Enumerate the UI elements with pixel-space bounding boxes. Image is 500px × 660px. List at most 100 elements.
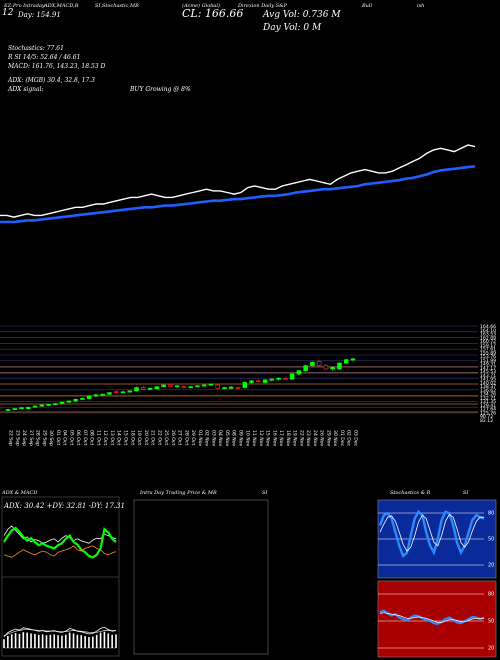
header-label-7: ish <box>417 3 425 9</box>
x-tick-label: 26 Oct <box>170 430 176 445</box>
candle-body <box>39 404 45 407</box>
x-tick-label: 18 Oct <box>129 430 135 445</box>
y-tick-label: 82.12 <box>480 418 493 424</box>
y-tick-label: 129.41 <box>480 403 496 409</box>
stoch-k-line <box>378 509 485 559</box>
avg-volume: Avg Vol: 0.736 M <box>263 10 341 20</box>
candle-body <box>316 361 322 366</box>
candle-body <box>330 366 335 370</box>
x-tick-label: 28 Sep <box>35 430 41 446</box>
rsi-tick-label: 80 <box>488 592 494 598</box>
close-price: CL: 166.66 <box>182 7 244 20</box>
header-label-2: ADX,MACD,R <box>44 3 79 9</box>
candle-body <box>228 386 234 389</box>
adx-line <box>3 525 117 544</box>
candle-body <box>215 384 220 389</box>
x-tick-label: 23 Nov <box>305 430 311 447</box>
x-tick-label: 25 Oct <box>163 430 169 445</box>
x-tick-label: 16 Nov <box>271 430 277 447</box>
y-tick-label: 160.72 <box>480 339 496 345</box>
x-tick-label: 23 Sep <box>14 430 20 446</box>
x-tick-label: 22 Sep <box>8 430 14 446</box>
x-tick-label: 04 Oct <box>62 430 68 445</box>
plus-dy-line <box>3 526 117 559</box>
y-tick-label: 162.09 <box>480 335 496 341</box>
day-range: Day: 154.91 <box>18 11 61 19</box>
candle-body <box>256 380 261 383</box>
x-tick-label: 12 Nov <box>258 430 264 447</box>
macd-signal-line <box>3 629 116 636</box>
candle-body <box>343 359 349 364</box>
x-tick-label: 22 Oct <box>156 430 162 445</box>
x-tick-label: 10 Nov <box>244 430 250 447</box>
x-tick-label: 29 Nov <box>325 430 331 447</box>
candle-body <box>73 399 78 402</box>
candle-body <box>80 398 85 400</box>
candle-body <box>303 365 308 372</box>
x-tick-label: 11 Nov <box>251 430 257 447</box>
x-tick-label: 12 Oct <box>102 430 108 445</box>
y-tick-label: 153.76 <box>480 354 496 360</box>
candle-body <box>235 387 241 389</box>
x-tick-label: 29 Sep <box>41 430 47 446</box>
x-tick-label: 30 Nov <box>332 430 338 447</box>
x-tick-label: 05 Nov <box>224 430 230 447</box>
y-tick-label: 138.37 <box>480 384 496 390</box>
y-tick-label: 145.53 <box>480 369 496 375</box>
adx-macd-title: ADX & MACD <box>2 490 38 496</box>
x-tick-label: 20 Oct <box>143 430 149 445</box>
x-tick-label: 09 Nov <box>238 430 244 447</box>
intraday-title: Intra Day Trading Price & MR <box>140 490 217 496</box>
candle-body <box>289 373 295 380</box>
x-tick-label: 02 Nov <box>204 430 210 447</box>
header-label-3: SI,Stochastic,MR <box>95 3 139 9</box>
candle-body <box>120 391 126 394</box>
x-tick-label: 05 Oct <box>68 430 74 445</box>
x-tick-label: 21 Oct <box>150 430 156 445</box>
y-tick-label: 127.64 <box>480 407 496 413</box>
candle-body <box>26 406 31 409</box>
candle-body <box>188 386 193 389</box>
header-label-4: (Acme) Global) <box>182 3 220 9</box>
y-tick-label: 90.72 <box>480 414 493 420</box>
candle-body <box>296 370 302 375</box>
y-tick-label: 151.99 <box>480 358 496 364</box>
y-tick-label: 132.71 <box>480 395 496 401</box>
y-tick-label: 155.89 <box>480 350 496 356</box>
intraday-panel <box>133 499 269 655</box>
candlestick-chart: 164.66164.10163.53162.09160.72159.17157.… <box>0 324 496 447</box>
candle-body <box>100 393 105 396</box>
y-tick-label: 140.02 <box>480 380 496 386</box>
x-tick-label: 24 Nov <box>312 430 318 447</box>
rsi-panel <box>377 580 497 658</box>
x-tick-label: 08 Nov <box>231 430 237 447</box>
x-tick-label: 01 Dec <box>339 430 345 447</box>
x-tick-label: 17 Nov <box>278 430 284 447</box>
candle-body <box>127 390 133 393</box>
candle-body <box>161 384 166 388</box>
candle-body <box>249 380 254 383</box>
x-tick-label: 15 Oct <box>123 430 129 445</box>
intraday-title-suffix: SI <box>262 490 268 496</box>
x-tick-label: 30 Sep <box>48 430 54 446</box>
adx-values-label: ADX: 30.42 +DY: 32.81 -DY: 17.31 <box>4 502 125 510</box>
y-tick-label: 157.61 <box>480 347 496 353</box>
percent-label: 12 <box>2 8 14 18</box>
candle-body <box>242 382 248 388</box>
y-tick-label: 131.35 <box>480 399 496 405</box>
rsi-tick-label: 50 <box>488 619 494 625</box>
stoch-tick-label: 20 <box>488 563 494 569</box>
candle-body <box>154 386 160 390</box>
y-tick-label: 164.66 <box>480 324 496 330</box>
stoch-rsi-title-suffix: SI <box>463 490 469 496</box>
candle-body <box>59 401 65 404</box>
y-tick-label: 134.26 <box>480 392 496 398</box>
rsi-line <box>379 609 485 626</box>
candle-body <box>5 409 11 411</box>
x-tick-label: 14 Oct <box>116 430 122 445</box>
candle-body <box>134 387 139 392</box>
stoch-rsi-title: Stochastics & R <box>390 490 431 496</box>
y-tick-label: 147.17 <box>480 365 496 371</box>
x-tick-label: 24 Sep <box>21 430 27 446</box>
x-tick-label: 27 Sep <box>28 430 34 446</box>
